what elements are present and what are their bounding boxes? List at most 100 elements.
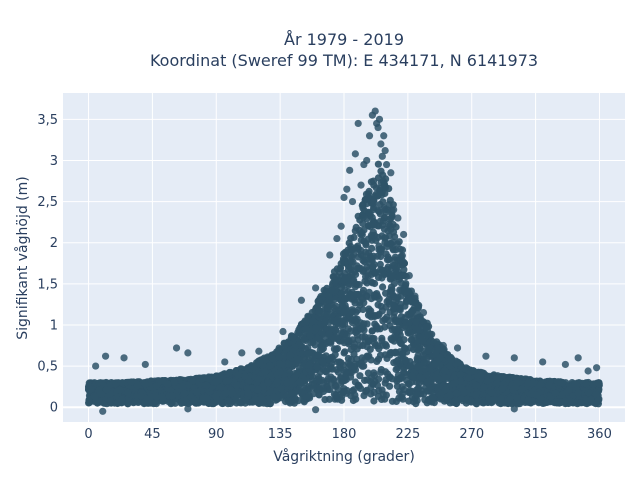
data-point: [410, 361, 418, 369]
data-point: [467, 398, 475, 406]
data-point: [277, 385, 285, 393]
data-point: [392, 365, 400, 374]
data-point: [394, 318, 402, 326]
data-point: [314, 351, 322, 359]
data-point: [374, 160, 382, 168]
data-point: [308, 308, 316, 317]
data-point: [338, 301, 346, 309]
data-point: [370, 397, 378, 405]
data-point: [254, 385, 262, 393]
data-point: [233, 381, 241, 390]
data-point: [356, 216, 364, 224]
data-point: [543, 398, 551, 406]
data-point: [368, 244, 376, 252]
data-point: [392, 223, 400, 231]
data-point: [309, 338, 317, 347]
data-point: [442, 375, 450, 383]
data-point: [315, 390, 323, 399]
data-point: [375, 345, 383, 353]
data-point: [85, 399, 93, 407]
data-point: [362, 241, 370, 249]
data-point: [385, 296, 393, 304]
data-point: [449, 398, 457, 406]
data-point: [367, 383, 375, 392]
data-point: [232, 399, 241, 407]
data-point: [374, 222, 382, 230]
data-point: [324, 375, 332, 383]
data-point: [370, 203, 378, 211]
data-point: [331, 277, 339, 285]
data-point: [347, 309, 355, 317]
data-point: [406, 386, 414, 395]
data-point: [388, 375, 396, 383]
data-point: [264, 379, 272, 387]
data-point: [506, 395, 514, 403]
data-point: [446, 391, 454, 399]
data-point: [352, 223, 360, 231]
data-point: [398, 252, 406, 260]
data-point: [401, 302, 409, 310]
data-point: [361, 256, 369, 264]
data-point: [372, 184, 380, 192]
data-point: [106, 395, 114, 404]
data-point: [300, 335, 308, 343]
data-point: [257, 356, 266, 364]
data-point: [469, 367, 477, 375]
data-point: [423, 378, 431, 386]
data-point: [395, 394, 403, 402]
data-point: [224, 400, 232, 408]
data-point: [379, 283, 387, 291]
data-point: [382, 208, 390, 216]
data-point: [394, 257, 402, 265]
data-point: [359, 286, 368, 294]
data-point: [357, 236, 365, 244]
data-point: [276, 360, 284, 368]
data-point: [422, 323, 430, 331]
data-point: [386, 222, 394, 230]
data-point: [433, 338, 441, 346]
data-point: [418, 374, 426, 382]
data-point: [382, 376, 390, 384]
data-point: [373, 357, 381, 365]
data-point: [371, 320, 379, 328]
data-point: [354, 253, 362, 261]
data-point: [367, 390, 375, 398]
data-point: [441, 367, 449, 375]
data-point: [354, 242, 362, 250]
data-point: [303, 317, 311, 325]
data-point: [319, 358, 327, 366]
data-point: [324, 385, 332, 393]
data-point: [342, 275, 350, 283]
data-point: [356, 372, 364, 380]
data-point: [456, 371, 465, 379]
data-point: [315, 307, 323, 315]
data-point: [375, 375, 383, 383]
data-point: [352, 290, 360, 298]
data-point: [365, 305, 373, 313]
data-point: [338, 290, 346, 298]
data-point: [338, 396, 346, 404]
data-point: [380, 271, 389, 279]
data-point: [407, 336, 415, 344]
data-point: [305, 361, 313, 369]
data-point: [368, 214, 376, 222]
data-point: [315, 375, 323, 383]
data-point: [347, 373, 355, 381]
data-point: [391, 349, 400, 357]
data-point: [369, 228, 377, 236]
data-point: [222, 389, 230, 397]
data-point: [275, 353, 283, 361]
data-point: [351, 299, 359, 307]
data-point: [393, 240, 401, 248]
data-point: [384, 263, 392, 271]
data-point: [379, 317, 387, 325]
data-points: [85, 107, 603, 415]
data-point: [415, 346, 423, 354]
data-point: [353, 345, 361, 353]
data-point: [381, 323, 389, 331]
data-point: [472, 391, 480, 399]
data-point: [359, 266, 368, 274]
data-point: [419, 337, 427, 345]
data-point: [347, 345, 355, 354]
data-point: [347, 258, 355, 266]
